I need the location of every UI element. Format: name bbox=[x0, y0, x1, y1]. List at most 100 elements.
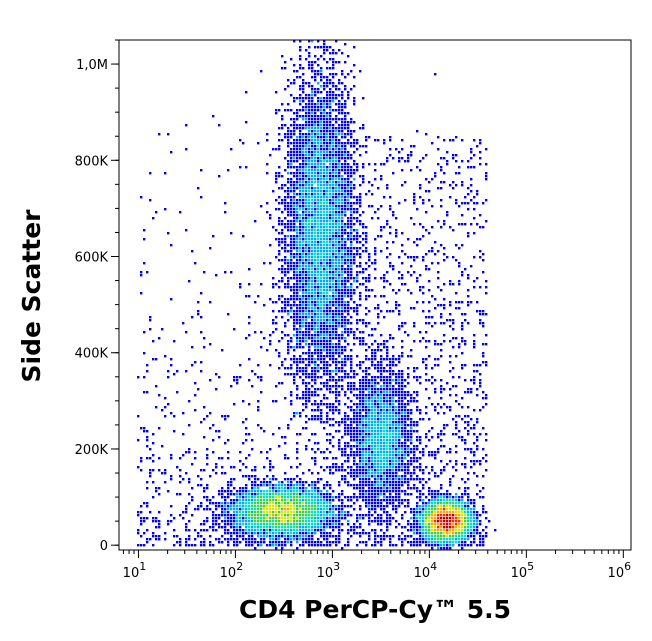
event-dot bbox=[329, 298, 332, 301]
event-dot bbox=[392, 430, 395, 433]
event-dot bbox=[347, 430, 350, 433]
event-dot bbox=[221, 415, 224, 418]
event-dot bbox=[404, 421, 407, 424]
event-dot bbox=[374, 469, 377, 472]
event-dot bbox=[473, 340, 476, 343]
event-dot bbox=[359, 340, 362, 343]
event-dot bbox=[311, 148, 314, 151]
event-dot bbox=[317, 409, 320, 412]
event-dot bbox=[446, 451, 449, 454]
event-dot bbox=[335, 268, 338, 271]
event-dot bbox=[329, 211, 332, 214]
event-dot bbox=[365, 379, 368, 382]
event-dot bbox=[320, 163, 323, 166]
event-dot bbox=[323, 82, 326, 85]
event-dot bbox=[212, 451, 215, 454]
event-dot bbox=[404, 394, 407, 397]
event-dot bbox=[311, 208, 314, 211]
event-dot bbox=[362, 415, 365, 418]
event-dot bbox=[302, 73, 305, 76]
event-dot bbox=[305, 400, 308, 403]
event-dot bbox=[365, 241, 368, 244]
event-dot bbox=[347, 292, 350, 295]
event-dot bbox=[410, 256, 413, 259]
event-dot bbox=[386, 490, 389, 493]
event-dot bbox=[155, 490, 158, 493]
event-dot bbox=[296, 457, 299, 460]
event-dot bbox=[437, 277, 440, 280]
event-dot bbox=[224, 442, 227, 445]
event-dot bbox=[314, 127, 317, 130]
event-dot bbox=[404, 499, 407, 502]
event-dot bbox=[299, 154, 302, 157]
event-dot bbox=[179, 475, 182, 478]
event-dot bbox=[290, 157, 293, 160]
event-dot bbox=[389, 436, 392, 439]
event-dot bbox=[203, 418, 206, 421]
event-dot bbox=[197, 508, 200, 511]
event-dot bbox=[431, 295, 434, 298]
event-dot bbox=[317, 73, 320, 76]
event-dot bbox=[353, 187, 356, 190]
event-dot bbox=[389, 481, 392, 484]
event-dot bbox=[410, 274, 413, 277]
event-dot bbox=[248, 316, 251, 319]
event-dot bbox=[311, 457, 314, 460]
event-dot bbox=[302, 379, 305, 382]
event-dot bbox=[350, 250, 353, 253]
event-dot bbox=[476, 202, 479, 205]
event-dot bbox=[323, 238, 326, 241]
event-dot bbox=[365, 382, 368, 385]
event-dot bbox=[326, 418, 329, 421]
event-dot bbox=[380, 277, 383, 280]
event-dot bbox=[458, 262, 461, 265]
event-dot bbox=[344, 430, 347, 433]
event-dot bbox=[296, 343, 299, 346]
event-dot bbox=[314, 265, 317, 268]
event-dot bbox=[365, 394, 368, 397]
event-dot bbox=[374, 238, 377, 241]
event-dot bbox=[473, 499, 476, 502]
event-dot bbox=[308, 100, 311, 103]
event-dot bbox=[356, 463, 359, 466]
event-dot bbox=[311, 160, 314, 163]
event-dot bbox=[350, 229, 353, 232]
event-dot bbox=[257, 364, 260, 367]
event-dot bbox=[314, 346, 317, 349]
event-dot bbox=[377, 349, 380, 352]
event-dot bbox=[323, 226, 326, 229]
event-dot bbox=[317, 418, 320, 421]
event-dot bbox=[383, 280, 386, 283]
event-dot bbox=[317, 349, 320, 352]
event-dot bbox=[317, 388, 320, 391]
event-dot bbox=[419, 505, 422, 508]
event-dot bbox=[476, 439, 479, 442]
event-dot bbox=[386, 448, 389, 451]
event-dot bbox=[314, 433, 317, 436]
event-dot bbox=[323, 280, 326, 283]
event-dot bbox=[437, 358, 440, 361]
event-dot bbox=[308, 175, 311, 178]
event-dot bbox=[308, 361, 311, 364]
event-dot bbox=[428, 181, 431, 184]
event-dot bbox=[428, 250, 431, 253]
event-dot bbox=[320, 283, 323, 286]
event-dot bbox=[422, 505, 425, 508]
event-dot bbox=[365, 286, 368, 289]
event-dot bbox=[308, 283, 311, 286]
event-dot bbox=[344, 340, 347, 343]
event-dot bbox=[464, 442, 467, 445]
event-dot bbox=[311, 115, 314, 118]
event-dot bbox=[293, 289, 296, 292]
event-dot bbox=[389, 226, 392, 229]
event-dot bbox=[407, 154, 410, 157]
event-dot bbox=[350, 445, 353, 448]
event-dot bbox=[296, 394, 299, 397]
event-dot bbox=[317, 277, 320, 280]
event-dot bbox=[440, 166, 443, 169]
event-dot bbox=[293, 190, 296, 193]
event-dot bbox=[377, 415, 380, 418]
event-dot bbox=[365, 298, 368, 301]
event-dot bbox=[302, 484, 305, 487]
event-dot bbox=[236, 382, 239, 385]
